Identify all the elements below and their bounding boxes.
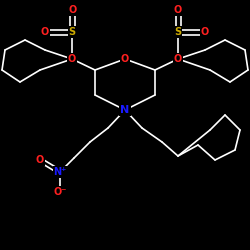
Text: O: O <box>121 54 129 64</box>
Text: O: O <box>36 155 44 165</box>
Text: O: O <box>174 54 182 64</box>
Text: O: O <box>174 54 182 64</box>
Text: O: O <box>174 5 182 15</box>
Text: O: O <box>68 54 76 64</box>
Text: N: N <box>120 105 130 115</box>
Text: N⁺: N⁺ <box>53 167 67 177</box>
Text: S: S <box>68 27 75 37</box>
Text: O⁻: O⁻ <box>53 187 67 197</box>
Text: O: O <box>69 5 77 15</box>
Text: O: O <box>41 27 49 37</box>
Text: O: O <box>201 27 209 37</box>
Text: S: S <box>174 27 182 37</box>
Text: O: O <box>68 54 76 64</box>
